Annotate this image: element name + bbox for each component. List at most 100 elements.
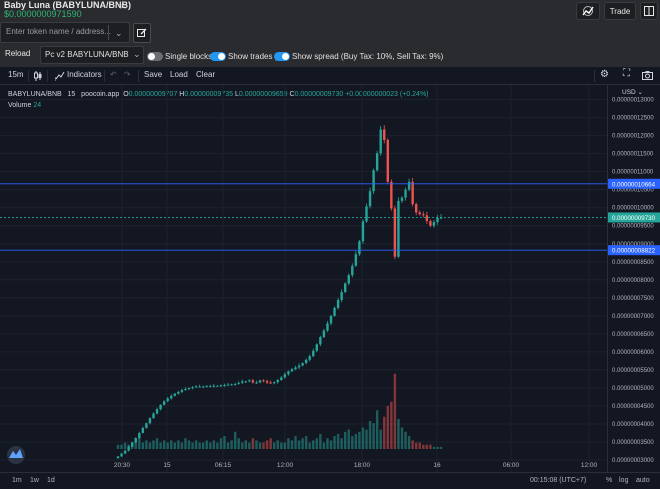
candle-body <box>400 197 404 201</box>
trade-button[interactable]: Trade <box>604 2 636 20</box>
range-1m[interactable]: 1m <box>12 477 22 484</box>
undo-icon[interactable]: ↶ <box>110 70 117 79</box>
axis-tick-label: 0.00000012500 <box>612 116 654 122</box>
candle-body <box>361 221 365 242</box>
candle-body <box>258 380 262 383</box>
range-1d[interactable]: 1d <box>47 477 55 484</box>
chevron-down-icon[interactable]: ⌄ <box>115 28 123 38</box>
percent-toggle[interactable]: % <box>606 477 613 484</box>
chart-toggle-button[interactable] <box>576 2 600 20</box>
axis-tick-label: 0.00000007500 <box>612 296 654 302</box>
candle-body <box>152 413 155 419</box>
star-icon[interactable]: ☆ <box>118 0 128 12</box>
toolbar-divider <box>104 70 105 82</box>
volume-bar <box>202 442 205 449</box>
price-tag <box>608 178 660 189</box>
show-spread-label: Show spread (Buy Tax: 10%, Sell Tax: 9%) <box>292 52 444 61</box>
edit-button[interactable] <box>133 23 151 43</box>
interval-button[interactable]: 15m <box>8 70 24 79</box>
candle-body <box>123 450 127 454</box>
candle-body <box>415 204 418 213</box>
legend-high: 0.00000009735 <box>184 91 234 98</box>
volume-bar <box>415 442 418 449</box>
candles-icon[interactable] <box>34 71 42 81</box>
price-plot[interactable]: 20:30 15 06:15 12:00 18:00 16 06:00 12:00 <box>0 85 607 472</box>
volume-bar <box>226 442 230 449</box>
axis-tick-label: 0.00000007000 <box>612 314 654 320</box>
candle-body <box>326 323 329 331</box>
volume-bar <box>304 436 308 449</box>
candle-body <box>273 382 276 384</box>
redo-icon[interactable]: ↷ <box>124 70 131 79</box>
price-axis[interactable]: 0.00000013000 0.00000012500 0.00000012000 0… <box>607 85 660 472</box>
volume-bar <box>432 446 436 449</box>
volume-bar <box>134 440 137 449</box>
volume-bar <box>248 442 251 449</box>
axis-tick-label: 0.00000005500 <box>612 368 654 374</box>
volume-bar <box>145 440 148 449</box>
volume-bar <box>216 442 219 449</box>
pair-select[interactable]: Pc v2 BABYLUNA/BNB <box>40 46 144 64</box>
axis-tick-label: 0.00000008000 <box>612 278 654 284</box>
auto-toggle[interactable]: auto <box>636 477 650 484</box>
menu-button[interactable] <box>640 2 658 20</box>
volume-bar <box>258 442 262 449</box>
fullscreen-icon[interactable]: ⛶ <box>623 68 630 79</box>
candle-body <box>283 374 287 378</box>
volume-bar <box>308 442 311 449</box>
search-divider <box>108 25 109 40</box>
volume-bar <box>379 429 382 449</box>
candle-body <box>237 382 240 384</box>
candle-body <box>329 315 333 324</box>
candle-body <box>294 367 297 370</box>
volume-bar <box>209 442 212 449</box>
load-button[interactable]: Load <box>170 70 188 79</box>
axis-tick-label: 0.00000003000 <box>612 458 654 464</box>
indicators-icon[interactable]: f <box>55 71 65 81</box>
candle-body <box>159 404 162 410</box>
range-1w[interactable]: 1w <box>30 477 39 484</box>
reload-button[interactable]: Reload <box>5 49 31 58</box>
candle-body <box>386 139 389 182</box>
volume-bar <box>127 444 130 449</box>
volume-bar <box>429 444 432 449</box>
single-blocks-toggle[interactable] <box>147 52 163 61</box>
axis-tick-label: 0.00000011000 <box>612 170 654 176</box>
log-toggle[interactable]: log <box>619 477 629 484</box>
volume-bar <box>390 401 393 449</box>
volume-bar <box>329 440 333 449</box>
volume-bar <box>173 442 176 449</box>
volume-bar <box>230 440 233 449</box>
candle-body <box>390 181 393 209</box>
candle-body <box>170 395 173 399</box>
axis-tick-label: 0.00000004500 <box>612 404 654 410</box>
candle-body <box>436 217 439 223</box>
candle-body <box>351 265 354 276</box>
volume-bar <box>322 442 326 449</box>
save-button[interactable]: Save <box>144 70 163 79</box>
show-spread-toggle[interactable] <box>274 52 290 61</box>
volume-bar <box>326 438 329 449</box>
price-tag <box>608 212 660 223</box>
legend-open: 0.00000009707 <box>128 91 178 98</box>
volume-bar <box>333 436 336 449</box>
token-search-input[interactable]: Enter token name / address... <box>0 22 130 43</box>
volume-bar <box>116 444 120 449</box>
chevron-down-icon[interactable]: ⌄ <box>133 49 141 59</box>
clock-time[interactable]: 00:15:08 (UTC+7) <box>530 477 587 484</box>
x-axis-label: 06:15 <box>215 462 232 469</box>
camera-icon[interactable] <box>642 71 653 80</box>
legend-change: +0.00000000023 (+0.24%) <box>345 91 429 98</box>
gear-icon[interactable]: ⚙ <box>600 69 609 80</box>
candle-body <box>379 129 382 154</box>
tradingview-logo-icon <box>7 446 25 464</box>
show-trades-toggle[interactable] <box>210 52 226 61</box>
candle-body <box>333 307 336 316</box>
candle-body <box>194 386 198 388</box>
clear-button[interactable]: Clear <box>196 70 216 79</box>
volume-bar <box>287 438 290 449</box>
volume-bar <box>198 442 201 449</box>
indicators-button[interactable]: Indicators <box>67 70 102 79</box>
volume-bar <box>344 431 347 449</box>
volume-bar <box>407 436 411 449</box>
